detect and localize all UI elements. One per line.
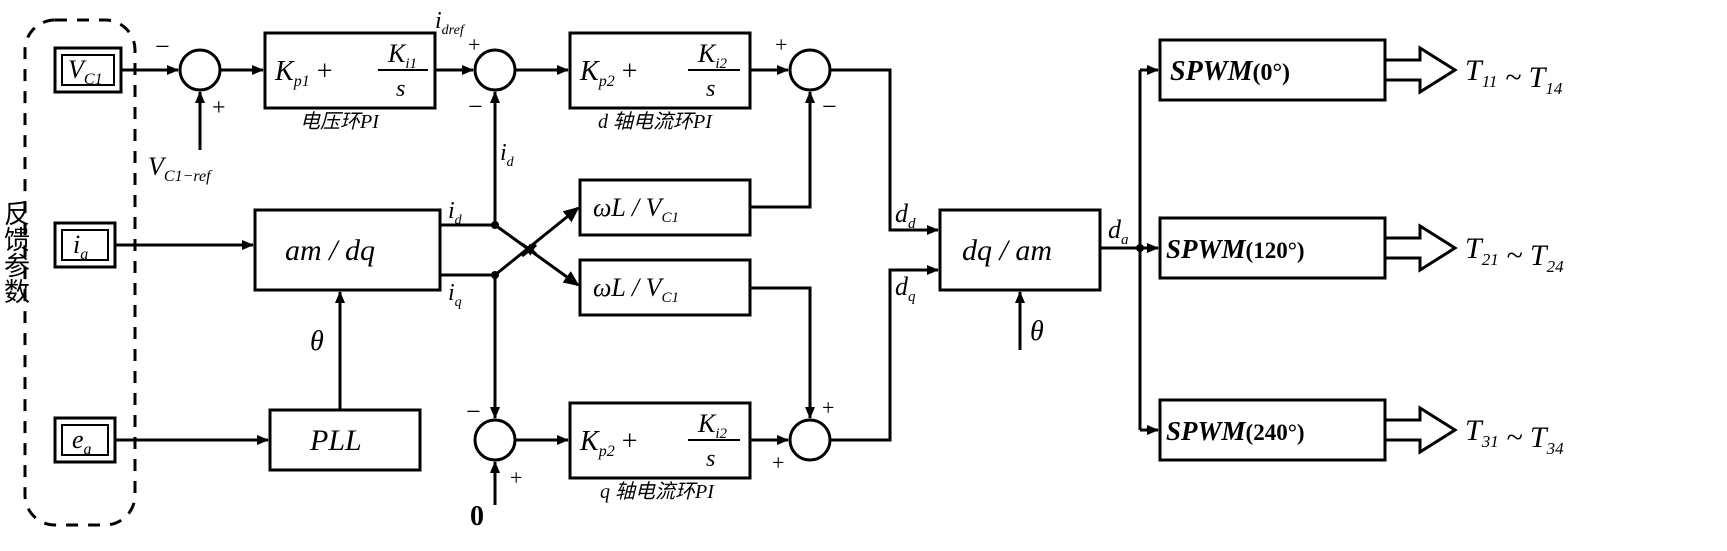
- svg-text:SPWM(120°): SPWM(120°): [1166, 234, 1305, 264]
- wire-iq-dectop: [495, 208, 578, 275]
- pi-d-caption: d 轴电流环PI: [598, 111, 713, 133]
- zero-label: 0: [470, 501, 484, 532]
- hollow-arrow-2: [1385, 226, 1455, 270]
- sum1: [180, 50, 220, 90]
- sum5: [790, 420, 830, 460]
- spwm3-group: SPWM(240°): [1160, 400, 1385, 460]
- dd-label: dd: [895, 199, 916, 232]
- wire-dectop-sum3: [750, 92, 810, 207]
- wire-id-decbot: [495, 225, 578, 285]
- spwm1-group: SPWM(0°): [1160, 40, 1385, 100]
- vc1ref-label: VC1−ref: [148, 152, 213, 185]
- hollow-arrow-1: [1385, 48, 1455, 92]
- svg-text:SPWM(240°): SPWM(240°): [1166, 416, 1305, 446]
- sum3: [790, 50, 830, 90]
- dq-label: dq: [895, 272, 916, 305]
- svg-text:s: s: [706, 446, 715, 472]
- amdq-label: am / dq: [285, 234, 375, 267]
- feedback-title: 反馈参数: [1, 200, 30, 304]
- svg-text:s: s: [706, 76, 715, 102]
- iq-label-1: iq: [448, 280, 462, 310]
- wire-sum5-dqam: [830, 270, 938, 440]
- da-label: da: [1108, 215, 1129, 248]
- idref-label: idref: [435, 8, 466, 38]
- pll-label: PLL: [309, 424, 362, 457]
- node-id: [491, 221, 499, 229]
- spwm2-group: SPWM(120°): [1160, 218, 1385, 278]
- svg-text:s: s: [396, 76, 405, 102]
- sum4-minus: −: [466, 397, 481, 426]
- pi-q-caption: q 轴电流环PI: [600, 481, 715, 503]
- sum4-plus: +: [510, 465, 522, 490]
- svg-text:SPWM(0°): SPWM(0°): [1170, 56, 1290, 87]
- pi-voltage-caption: 电压环PI: [300, 111, 380, 133]
- spwm2-out: T21 ~ T24: [1465, 232, 1564, 276]
- sum2-minus: −: [468, 92, 483, 121]
- wire-decbot-sum5: [750, 288, 810, 418]
- id-label-1: id: [448, 198, 463, 228]
- theta-label-1: θ: [310, 326, 324, 357]
- dqam-label: dq / am: [962, 234, 1052, 267]
- sum1-plus: +: [212, 95, 226, 121]
- sum3-minus: −: [822, 92, 837, 121]
- sum5-plus-left: +: [772, 450, 784, 475]
- spwm1-out: T11 ~ T14: [1465, 54, 1563, 98]
- sum5-plus-top: +: [822, 395, 834, 420]
- wire-sum3-dqam: [830, 70, 938, 230]
- node-iq: [491, 271, 499, 279]
- id-label-2: id: [500, 140, 515, 170]
- sum2: [475, 50, 515, 90]
- sum3-plus: +: [775, 32, 787, 57]
- theta-label-2: θ: [1030, 316, 1044, 347]
- node-da: [1136, 244, 1144, 252]
- hollow-arrow-3: [1385, 408, 1455, 452]
- sum1-minus: −: [155, 32, 170, 61]
- sum2-plus-left: +: [468, 32, 480, 57]
- sum4: [475, 420, 515, 460]
- spwm3-out: T31 ~ T34: [1465, 414, 1564, 458]
